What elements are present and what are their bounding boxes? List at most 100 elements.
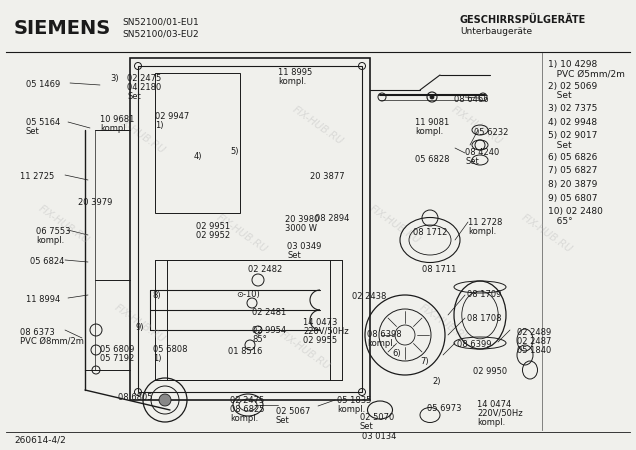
Text: FIX-HUB.RU: FIX-HUB.RU (214, 213, 269, 255)
Text: 6): 6) (392, 349, 401, 358)
Text: 20 3980: 20 3980 (285, 215, 319, 224)
Text: FIX-HUB.RU: FIX-HUB.RU (520, 213, 574, 255)
Text: Set: Set (26, 127, 39, 136)
Text: FIX-HUB.RU: FIX-HUB.RU (113, 114, 167, 156)
Text: Set: Set (127, 92, 141, 101)
Text: 03 0349: 03 0349 (287, 242, 321, 251)
Text: kompl.: kompl. (367, 339, 395, 348)
Text: 1): 1) (155, 121, 163, 130)
Text: 02 9951: 02 9951 (196, 222, 230, 231)
Text: 3000 W: 3000 W (285, 224, 317, 233)
Text: 8) 20 3879: 8) 20 3879 (548, 180, 597, 189)
Text: 11 8994: 11 8994 (26, 295, 60, 304)
Text: 20 3877: 20 3877 (310, 172, 345, 181)
Text: 08 1711: 08 1711 (422, 265, 457, 274)
Text: 3) 02 7375: 3) 02 7375 (548, 104, 597, 113)
Text: PVC Ø5mm/2m: PVC Ø5mm/2m (548, 69, 625, 78)
Text: 08 6825: 08 6825 (230, 405, 265, 414)
Text: 9) 05 6807: 9) 05 6807 (548, 194, 597, 202)
Bar (130, 58, 370, 400)
Text: 08 6466: 08 6466 (454, 95, 488, 104)
Text: 10) 02 2480: 10) 02 2480 (548, 207, 603, 216)
Text: FIX-HUB.RU: FIX-HUB.RU (278, 330, 333, 372)
Text: 11 9081: 11 9081 (415, 118, 449, 127)
Bar (155, 73, 240, 213)
Text: 02 5070: 02 5070 (360, 413, 394, 422)
Text: 04 2180: 04 2180 (127, 83, 162, 92)
Text: 65°: 65° (548, 216, 572, 225)
Text: 20 3979: 20 3979 (78, 198, 113, 207)
Text: 9): 9) (136, 323, 144, 332)
Bar (138, 66, 362, 392)
Text: 05 1835: 05 1835 (337, 396, 371, 405)
Text: 02 9950: 02 9950 (473, 367, 507, 376)
Text: 6) 05 6826: 6) 05 6826 (548, 153, 597, 162)
Text: 05 7192: 05 7192 (100, 354, 134, 363)
Text: 08 1709: 08 1709 (467, 290, 501, 299)
Text: FIX-HUB.RU: FIX-HUB.RU (36, 204, 91, 246)
Text: 85°: 85° (252, 335, 266, 344)
Text: 7) 05 6827: 7) 05 6827 (548, 166, 597, 176)
Text: 14 0474: 14 0474 (477, 400, 511, 409)
Text: FIX-HUB.RU: FIX-HUB.RU (450, 105, 504, 147)
Text: 220V/50Hz: 220V/50Hz (477, 409, 523, 418)
Text: 11 8995: 11 8995 (278, 68, 312, 77)
Text: 02 9952: 02 9952 (196, 231, 230, 240)
Text: ⊙-10): ⊙-10) (236, 290, 259, 299)
Text: Set: Set (465, 157, 479, 166)
Text: SIEMENS: SIEMENS (14, 18, 111, 37)
Text: FIX-HUB.RU: FIX-HUB.RU (291, 105, 345, 147)
Text: Set: Set (276, 416, 290, 425)
Text: 05 6828: 05 6828 (415, 155, 450, 164)
Text: kompl.: kompl. (36, 236, 64, 245)
Circle shape (430, 95, 434, 99)
Text: kompl.: kompl. (468, 227, 496, 236)
Text: 220V/50Hz: 220V/50Hz (303, 327, 349, 336)
Text: 2) 02 5069: 2) 02 5069 (548, 82, 597, 91)
Text: GESCHIRRSPÜLGERÄTE: GESCHIRRSPÜLGERÄTE (460, 15, 586, 25)
Text: 02 2489: 02 2489 (517, 328, 551, 337)
Text: kompl.: kompl. (477, 418, 505, 427)
Text: 5): 5) (230, 147, 238, 156)
Text: 02 5067: 02 5067 (276, 407, 310, 416)
Text: 1) 10 4298: 1) 10 4298 (548, 60, 597, 69)
Text: 08 6398: 08 6398 (367, 330, 401, 339)
Text: FIX-HUB.RU: FIX-HUB.RU (418, 303, 473, 345)
Text: FIX-HUB.RU: FIX-HUB.RU (367, 204, 422, 246)
Text: 08 1712: 08 1712 (413, 228, 447, 237)
Text: 02 2438: 02 2438 (352, 292, 387, 301)
Text: 05 6973: 05 6973 (427, 404, 462, 413)
Text: Set: Set (287, 251, 301, 260)
Text: 1): 1) (153, 354, 162, 363)
Text: Unterbaugeräte: Unterbaugeräte (460, 27, 532, 36)
Text: 4) 02 9948: 4) 02 9948 (548, 117, 597, 126)
Text: 02 9954: 02 9954 (252, 326, 286, 335)
Text: 08 6399: 08 6399 (457, 340, 492, 349)
Text: 08 1708: 08 1708 (467, 314, 502, 323)
Text: 01 8516: 01 8516 (228, 347, 263, 356)
Text: 3): 3) (110, 74, 119, 83)
Text: 11 2728: 11 2728 (468, 218, 502, 227)
Text: 05 6808: 05 6808 (153, 345, 188, 354)
Text: 08 6373: 08 6373 (20, 328, 55, 337)
Text: kompl.: kompl. (230, 414, 258, 423)
Text: Set: Set (548, 91, 572, 100)
Text: 2): 2) (432, 377, 441, 386)
Text: 05 1469: 05 1469 (26, 80, 60, 89)
Text: SN52100/01-EU1: SN52100/01-EU1 (122, 18, 198, 27)
Text: 08 2894: 08 2894 (315, 214, 349, 223)
Text: Set: Set (360, 422, 374, 431)
Text: 02 2475: 02 2475 (127, 74, 162, 83)
Text: 02 2482: 02 2482 (248, 265, 282, 274)
Text: 05 1840: 05 1840 (517, 346, 551, 355)
Text: 05 6824: 05 6824 (30, 257, 64, 266)
Text: 06 7553: 06 7553 (36, 227, 71, 236)
Text: 05 5164: 05 5164 (26, 118, 60, 127)
Circle shape (159, 394, 171, 406)
Text: kompl.: kompl. (278, 77, 307, 86)
Text: 02 2475: 02 2475 (230, 396, 264, 405)
Text: 11 2725: 11 2725 (20, 172, 54, 181)
Text: Set: Set (548, 140, 572, 149)
Text: SN52100/03-EU2: SN52100/03-EU2 (122, 30, 198, 39)
Text: kompl.: kompl. (337, 405, 365, 414)
